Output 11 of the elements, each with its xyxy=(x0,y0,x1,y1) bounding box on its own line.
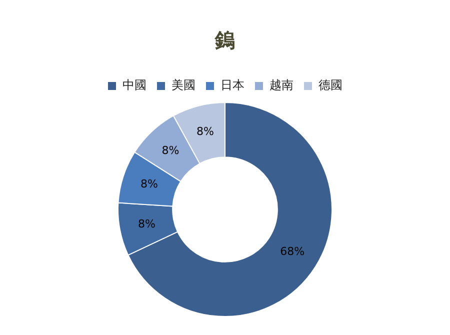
legend-label: 中國 xyxy=(122,78,146,92)
data-label: 8% xyxy=(140,178,158,191)
data-label: 68% xyxy=(280,245,305,258)
legend-label: 德國 xyxy=(318,78,342,92)
data-label: 8% xyxy=(138,217,156,230)
legend-label: 越南 xyxy=(270,78,294,92)
chart-title: 鎢 xyxy=(214,28,235,52)
data-label: 8% xyxy=(162,144,180,158)
legend-label: 美國 xyxy=(172,78,196,92)
legend-label: 日本 xyxy=(220,78,244,92)
data-label: 8% xyxy=(196,125,214,138)
